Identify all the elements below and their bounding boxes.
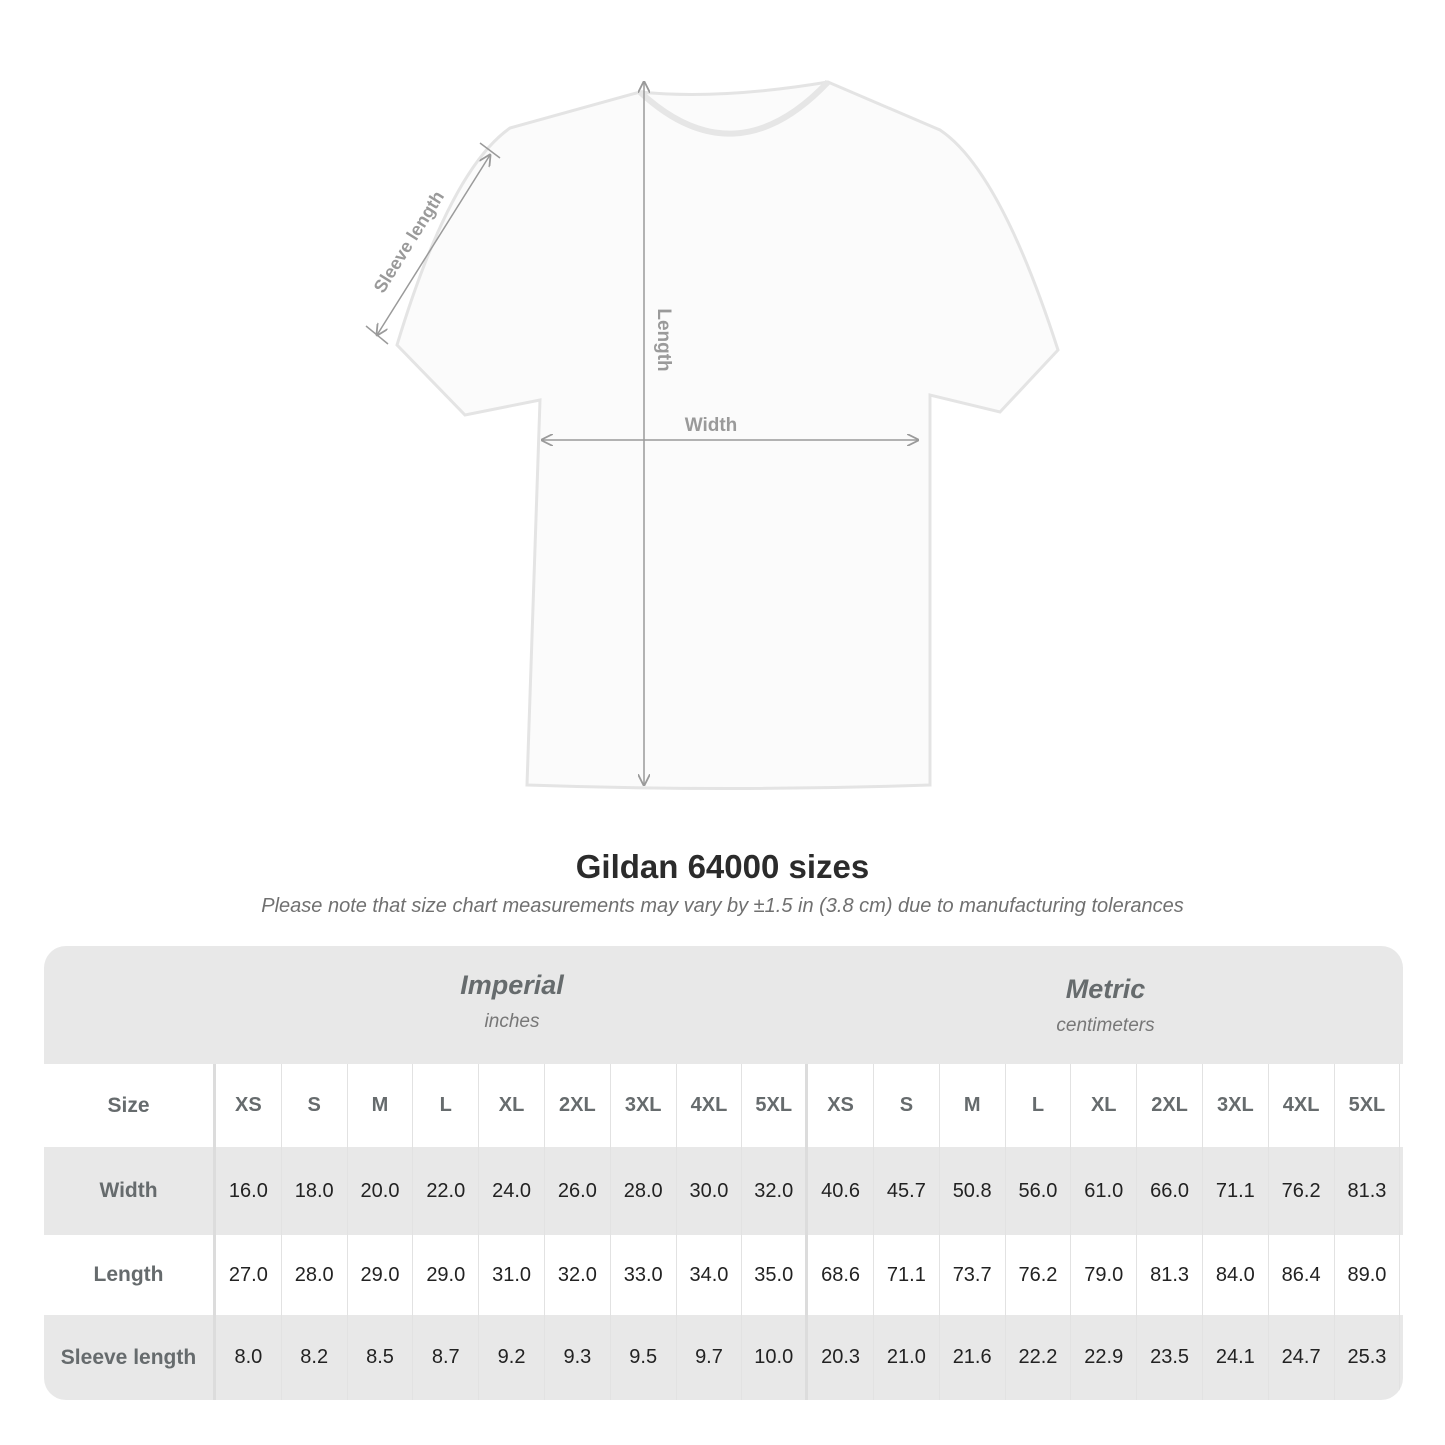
table-row-sleeve-length: Sleeve length 8.0 8.2 8.5 8.7 9.2 9.3 9.5 9.7 10.… <box>44 1315 1403 1400</box>
imperial-header: Imperial inches <box>216 970 808 1088</box>
imperial-value-cell: 9.2 <box>479 1315 545 1400</box>
metric-value-cell: 71.1 <box>1203 1147 1269 1235</box>
imperial-size-s: S <box>282 1064 348 1147</box>
size-label: Size <box>44 1064 216 1147</box>
metric-size-l: L <box>1006 1064 1072 1147</box>
imperial-value-cell: 26.0 <box>545 1147 611 1235</box>
imperial-value-cell: 27.0 <box>216 1235 282 1315</box>
table-row-length: Length 27.0 28.0 29.0 29.0 31.0 32.0 33.0 34.0 35… <box>44 1235 1403 1315</box>
metric-value-cell: 21.6 <box>940 1315 1006 1400</box>
imperial-size-m: M <box>348 1064 414 1147</box>
size-header-row: Size XS S M L XL 2XL 3XL 4XL 5XL XS S M L XL 2XL 3XL 4XL 5… <box>44 1064 1403 1147</box>
metric-value-cell: 24.7 <box>1269 1315 1335 1400</box>
metric-size-xs: XS <box>808 1064 874 1147</box>
imperial-value-cell: 22.0 <box>413 1147 480 1235</box>
imperial-value-cell: 8.2 <box>282 1315 348 1400</box>
metric-value-cell: 40.6 <box>808 1147 874 1235</box>
sleeve-measure-line <box>377 155 490 335</box>
imperial-value-cell: 33.0 <box>611 1235 677 1315</box>
metric-value-cell: 84.0 <box>1203 1235 1269 1315</box>
metric-value-cell: 68.6 <box>808 1235 874 1315</box>
imperial-value-cell: 29.0 <box>413 1235 480 1315</box>
imperial-value-cell: 8.7 <box>413 1315 480 1400</box>
tshirt-diagram: Sleeve length Length Width <box>365 79 1060 790</box>
metric-value-cell: 61.0 <box>1071 1147 1138 1235</box>
imperial-value-cell: 30.0 <box>677 1147 743 1235</box>
row-label: Width <box>44 1147 216 1235</box>
metric-size-m: M <box>940 1064 1006 1147</box>
metric-value-cell: 23.5 <box>1137 1315 1203 1400</box>
metric-value-cell: 25.3 <box>1335 1315 1401 1400</box>
imperial-value-cell: 28.0 <box>611 1147 677 1235</box>
metric-value-cell: 81.3 <box>1137 1235 1203 1315</box>
imperial-value-cell: 34.0 <box>677 1235 743 1315</box>
metric-size-3xl: 3XL <box>1203 1064 1269 1147</box>
imperial-value-cell: 32.0 <box>545 1235 611 1315</box>
imperial-value-cell: 20.0 <box>348 1147 414 1235</box>
imperial-value-cell: 18.0 <box>282 1147 348 1235</box>
metric-value-cell: 79.0 <box>1071 1235 1138 1315</box>
imperial-value-cell: 35.0 <box>742 1235 809 1315</box>
imperial-value-cell: 10.0 <box>742 1315 809 1400</box>
length-label: Length <box>653 308 674 371</box>
metric-value-cell: 81.3 <box>1335 1147 1401 1235</box>
metric-size-xl: XL <box>1071 1064 1138 1147</box>
imperial-value-cell: 29.0 <box>348 1235 414 1315</box>
imperial-size-3xl: 3XL <box>611 1064 677 1147</box>
metric-value-cell: 66.0 <box>1137 1147 1203 1235</box>
metric-value-cell: 76.2 <box>1269 1147 1335 1235</box>
metric-value-cell: 20.3 <box>808 1315 874 1400</box>
table-row-width: Width 16.0 18.0 20.0 22.0 24.0 26.0 28.0 30.0 32.… <box>44 1147 1403 1235</box>
metric-size-4xl: 4XL <box>1269 1064 1335 1147</box>
metric-value-cell: 76.2 <box>1006 1235 1072 1315</box>
imperial-size-xl: XL <box>479 1064 545 1147</box>
imperial-value-cell: 31.0 <box>479 1235 545 1315</box>
imperial-title: Imperial <box>460 970 564 1000</box>
metric-value-cell: 86.4 <box>1269 1235 1335 1315</box>
metric-value-cell: 24.1 <box>1203 1315 1269 1400</box>
metric-value-cell: 89.0 <box>1335 1235 1401 1315</box>
metric-value-cell: 71.1 <box>874 1235 940 1315</box>
imperial-value-cell: 9.5 <box>611 1315 677 1400</box>
row-label: Length <box>44 1235 216 1315</box>
size-table: Imperial inches Metric centimeters Size X… <box>44 946 1403 1400</box>
metric-value-cell: 22.2 <box>1006 1315 1072 1400</box>
imperial-value-cell: 9.3 <box>545 1315 611 1400</box>
metric-value-cell: 21.0 <box>874 1315 940 1400</box>
width-label: Width <box>685 415 738 436</box>
imperial-size-4xl: 4XL <box>677 1064 743 1147</box>
imperial-size-2xl: 2XL <box>545 1064 611 1147</box>
metric-size-s: S <box>874 1064 940 1147</box>
imperial-unit: inches <box>484 1011 540 1032</box>
imperial-value-cell: 8.0 <box>216 1315 282 1400</box>
metric-value-cell: 45.7 <box>874 1147 940 1235</box>
imperial-value-cell: 16.0 <box>216 1147 282 1235</box>
metric-header: Metric centimeters <box>808 974 1403 1092</box>
metric-value-cell: 22.9 <box>1071 1315 1138 1400</box>
page-title: Gildan 64000 sizes <box>575 848 870 885</box>
metric-value-cell: 50.8 <box>940 1147 1006 1235</box>
metric-title: Metric <box>1065 974 1146 1004</box>
row-label: Sleeve length <box>44 1315 216 1400</box>
imperial-value-cell: 28.0 <box>282 1235 348 1315</box>
imperial-value-cell: 32.0 <box>742 1147 809 1235</box>
imperial-size-l: L <box>413 1064 480 1147</box>
imperial-size-5xl: 5XL <box>742 1064 809 1147</box>
imperial-value-cell: 24.0 <box>479 1147 545 1235</box>
metric-value-cell: 73.7 <box>940 1235 1006 1315</box>
metric-value-cell: 56.0 <box>1006 1147 1072 1235</box>
metric-size-2xl: 2XL <box>1137 1064 1203 1147</box>
imperial-value-cell: 8.5 <box>348 1315 414 1400</box>
metric-size-5xl: 5XL <box>1335 1064 1401 1147</box>
tolerance-note: Please note that size chart measurements… <box>261 895 1184 917</box>
metric-unit: centimeters <box>1056 1015 1155 1036</box>
imperial-value-cell: 9.7 <box>677 1315 743 1400</box>
imperial-size-xs: XS <box>216 1064 282 1147</box>
